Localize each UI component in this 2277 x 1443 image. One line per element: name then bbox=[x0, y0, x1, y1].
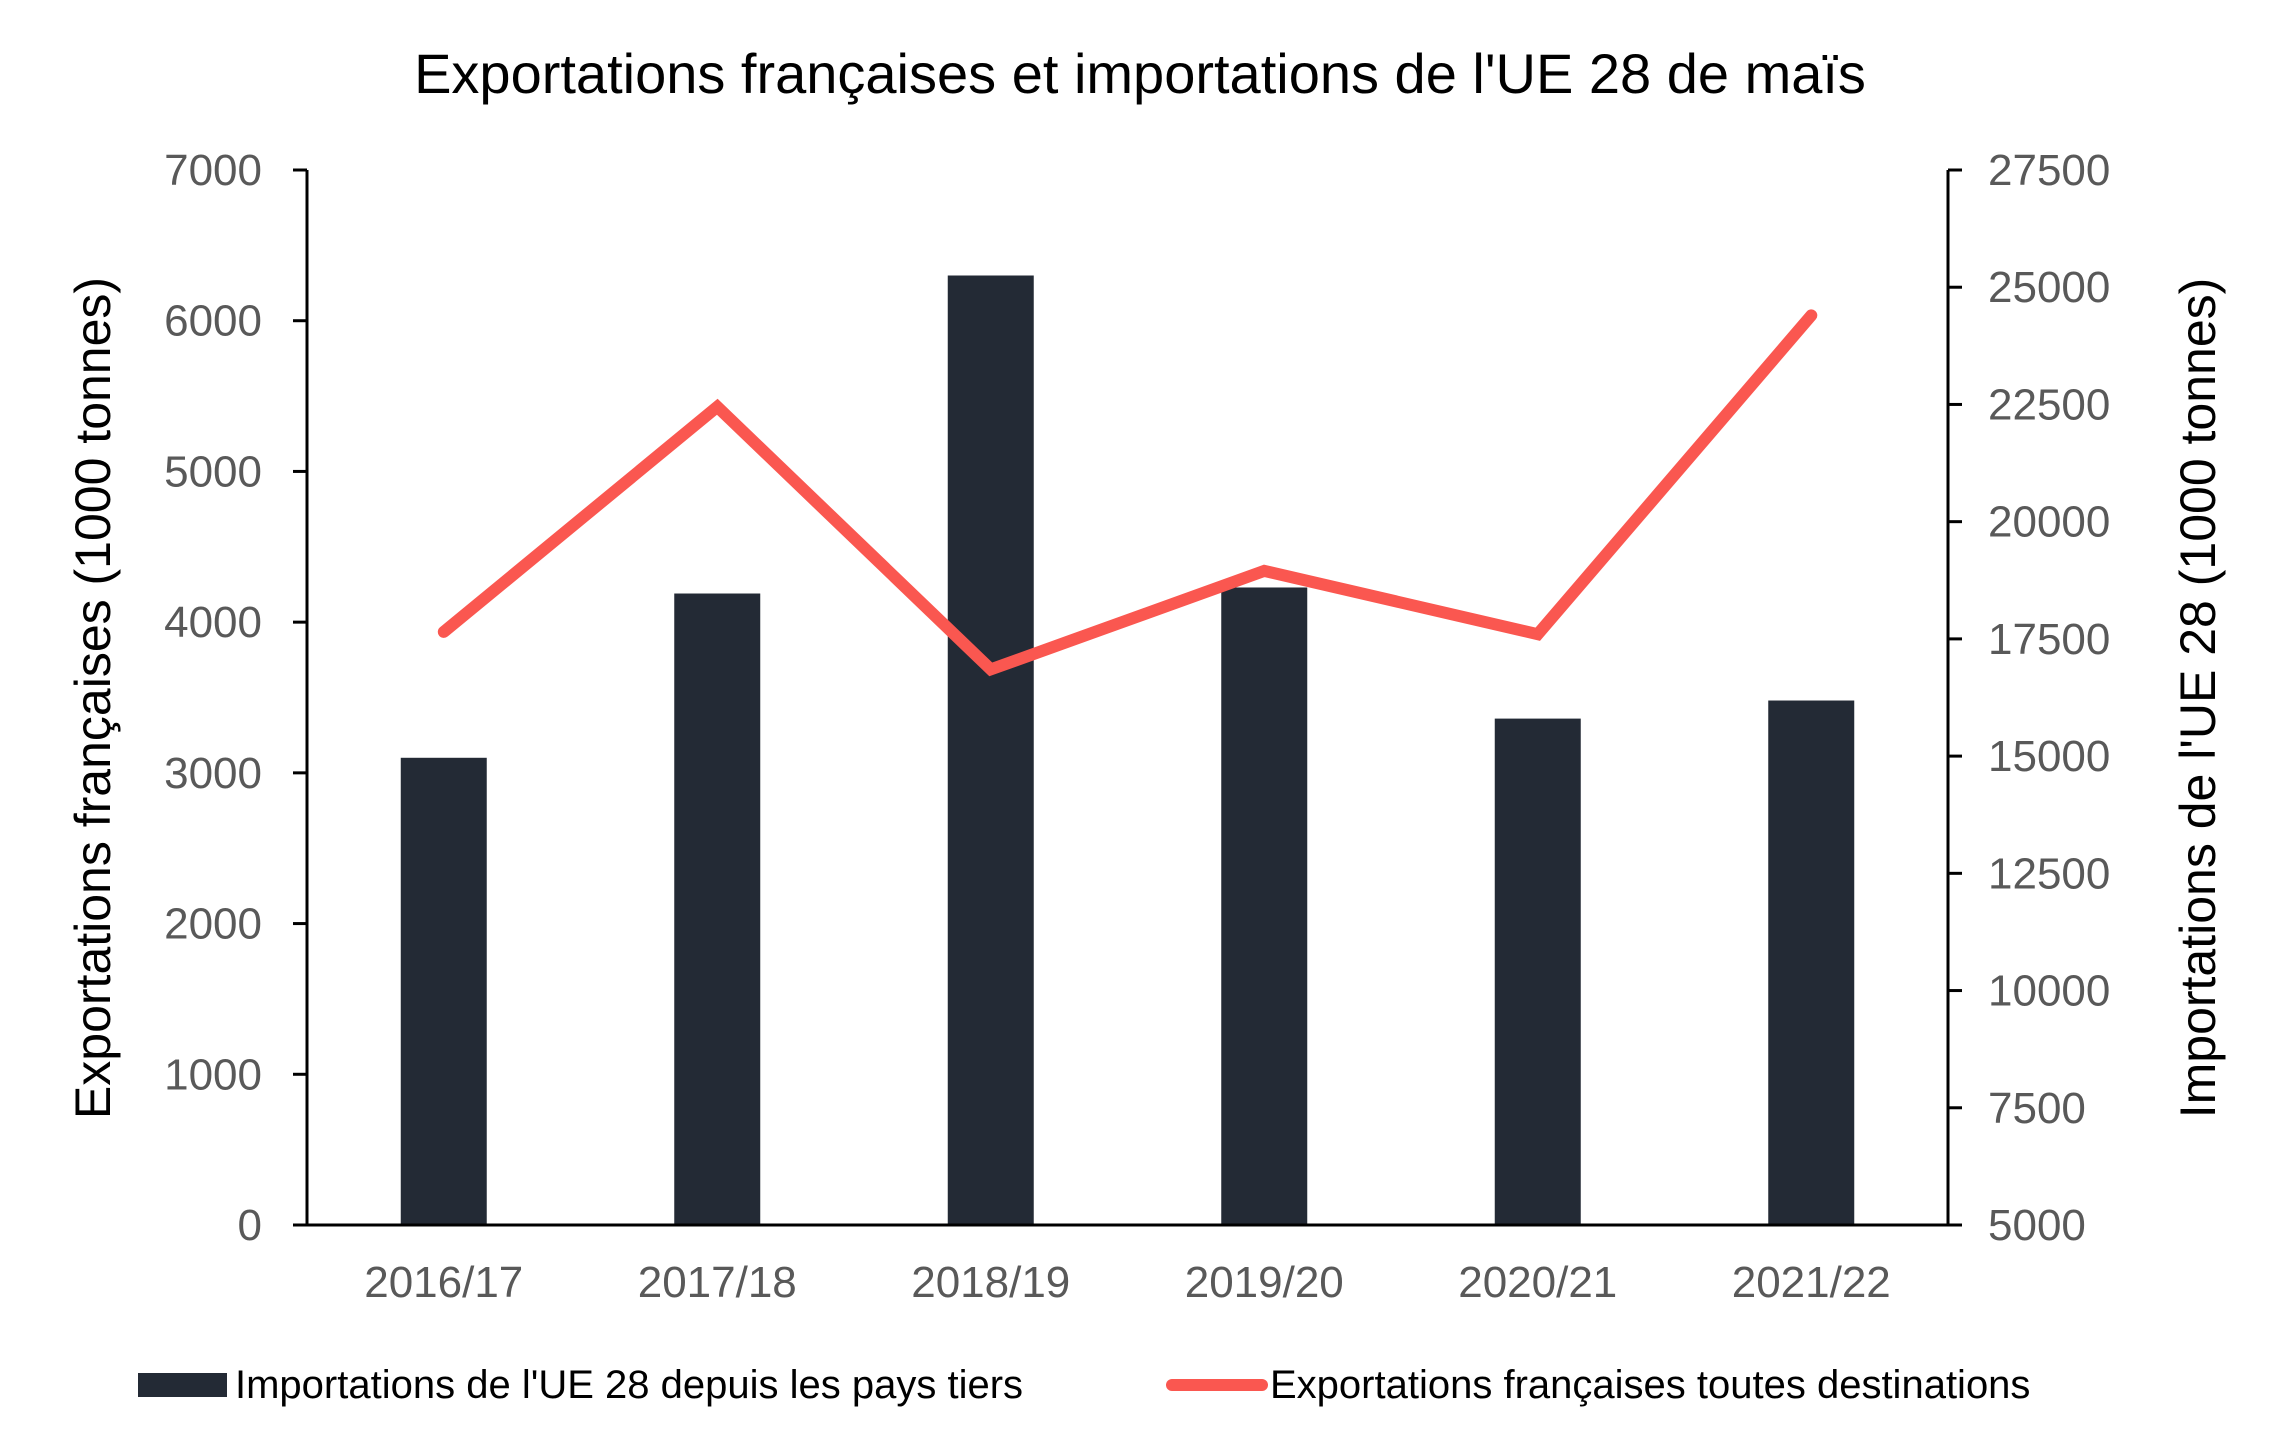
left-tick-label: 7000 bbox=[164, 146, 262, 195]
x-tick-label: 2021/22 bbox=[1732, 1258, 1891, 1307]
line-series-exports bbox=[437, 309, 1818, 677]
right-tick-label: 10000 bbox=[1988, 967, 2110, 1016]
x-tick-label: 2016/17 bbox=[364, 1258, 523, 1307]
x-axis-ticks: 2016/17 2017/18 2018/19 2019/20 2020/21 2021/… bbox=[364, 1258, 1891, 1307]
x-tick-label: 2019/20 bbox=[1185, 1258, 1344, 1307]
bars-group bbox=[400, 275, 1855, 1225]
bar-2017-18 bbox=[674, 593, 761, 1225]
bar-2020-21 bbox=[1494, 718, 1581, 1225]
right-tick-label: 22500 bbox=[1988, 380, 2110, 429]
bar-2018-19 bbox=[947, 275, 1034, 1225]
left-tick-label: 5000 bbox=[164, 447, 262, 496]
left-tick-label: 0 bbox=[238, 1201, 262, 1250]
left-tick-label: 1000 bbox=[164, 1050, 262, 1099]
left-tick-label: 6000 bbox=[164, 297, 262, 346]
right-tick-label: 12500 bbox=[1988, 849, 2110, 898]
left-axis-label: Exportations françaises (1000 tonnes) bbox=[65, 277, 121, 1119]
right-axis-label: Importations de l'UE 28 (1000 tonnes) bbox=[2170, 278, 2226, 1119]
right-tick-label: 20000 bbox=[1988, 498, 2110, 547]
right-tick-label: 25000 bbox=[1988, 263, 2110, 312]
x-tick-label: 2017/18 bbox=[638, 1258, 797, 1307]
axes bbox=[305, 170, 1950, 1227]
right-tick-label: 27500 bbox=[1988, 146, 2110, 195]
left-tick-label: 2000 bbox=[164, 900, 262, 949]
right-tick-label: 5000 bbox=[1988, 1201, 2086, 1250]
right-tick-label: 17500 bbox=[1988, 615, 2110, 664]
x-tick-label: 2018/19 bbox=[911, 1258, 1070, 1307]
right-axis-ticks: 5000 7500 10000 12500 15000 17500 20000 22500 25… bbox=[1948, 146, 2110, 1250]
left-axis-ticks: 0 1000 2000 3000 4000 5000 6000 7000 bbox=[164, 146, 307, 1250]
legend: Importations de l'UE 28 depuis les pays … bbox=[138, 1363, 2030, 1407]
bar-2019-20 bbox=[1221, 587, 1308, 1225]
left-tick-label: 3000 bbox=[164, 749, 262, 798]
right-tick-label: 7500 bbox=[1988, 1084, 2086, 1133]
legend-line-label: Exportations françaises toutes destinati… bbox=[1270, 1363, 2030, 1407]
x-tick-label: 2020/21 bbox=[1458, 1258, 1617, 1307]
right-tick-label: 15000 bbox=[1988, 732, 2110, 781]
bar-2016-17 bbox=[400, 757, 487, 1225]
legend-bar-label: Importations de l'UE 28 depuis les pays … bbox=[235, 1363, 1023, 1407]
left-tick-label: 4000 bbox=[164, 598, 262, 647]
bar-2021-22 bbox=[1768, 700, 1855, 1225]
legend-bar-swatch bbox=[138, 1373, 227, 1397]
chart-title: Exportations françaises et importations … bbox=[414, 42, 1866, 105]
line-group bbox=[437, 309, 1818, 677]
